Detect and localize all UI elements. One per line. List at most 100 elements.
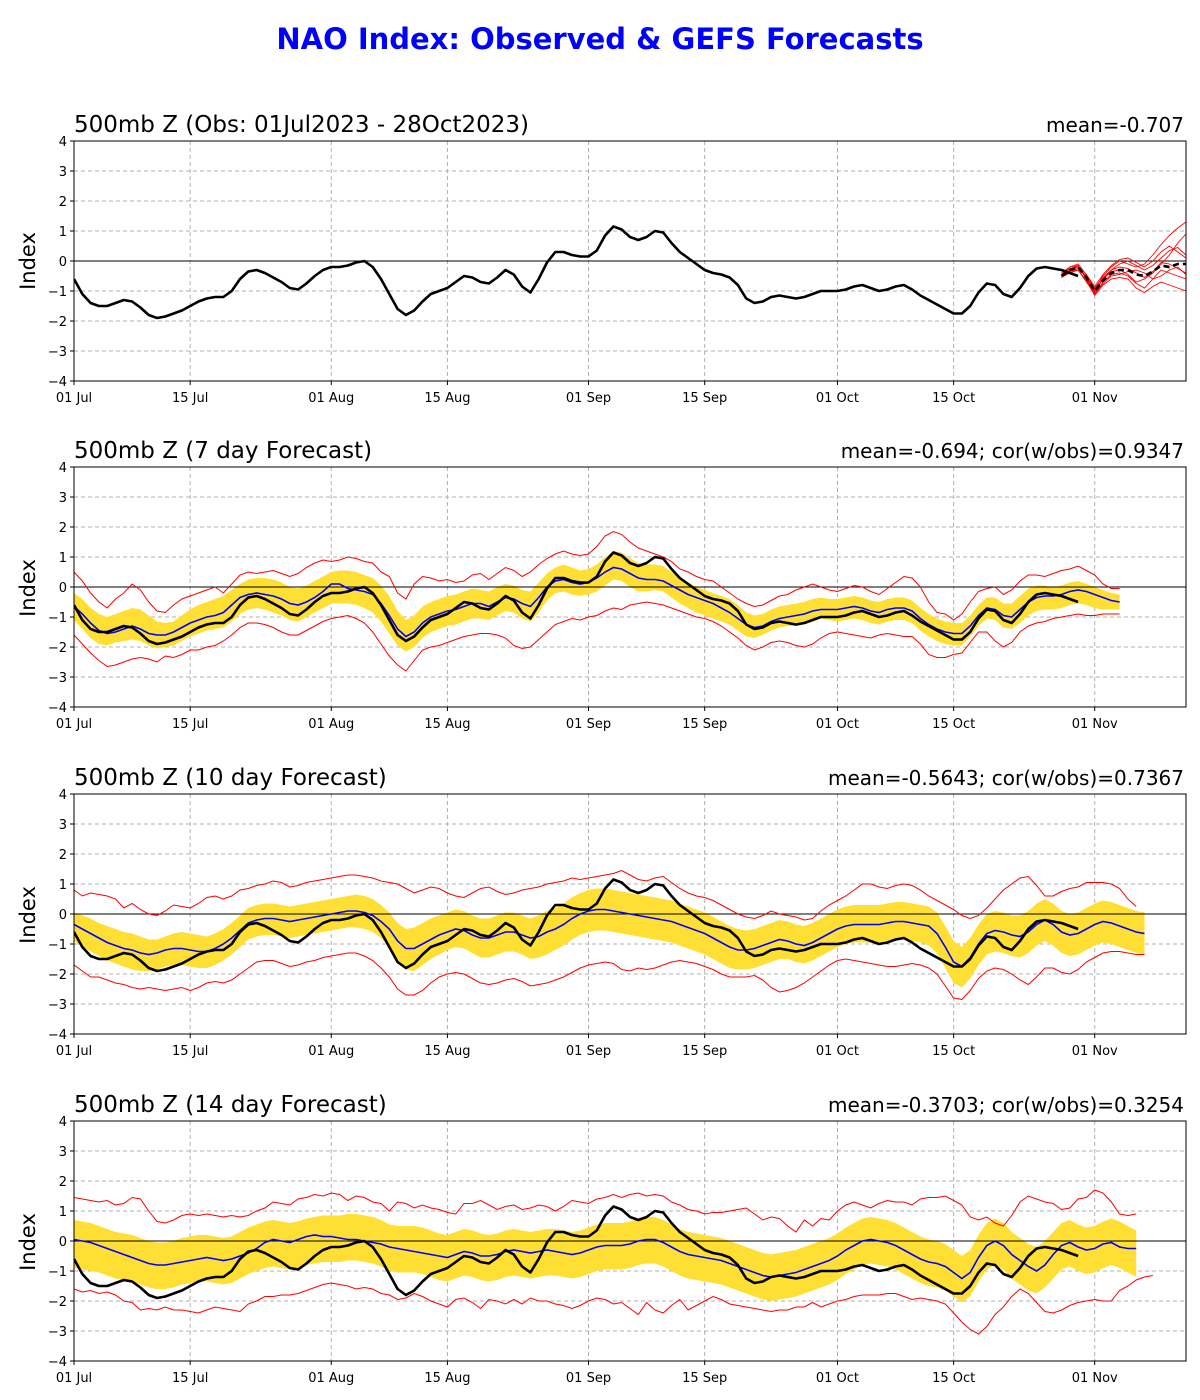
plot-area [74,141,1186,381]
y-axis-label: Index [16,1213,40,1271]
plot-area [74,467,1186,707]
panel-7-day-forecast: 500mb Z (7 day Forecast) mean=-0.694; co… [16,438,1187,732]
lower-extreme-line [74,1275,1153,1335]
x-tick-label: 01 Jul [56,1044,92,1059]
x-tick-label: 01 Oct [816,1044,859,1059]
observed-line [74,225,1079,320]
x-tick-label: 15 Aug [424,1371,470,1386]
x-tick-label: 01 Jul [56,1371,92,1386]
x-tick-label: 15 Oct [932,717,975,732]
y-tick-label: 4 [59,788,67,803]
observed-line [74,878,1079,973]
forecast-member-line [1061,266,1186,295]
y-tick-label: −3 [48,998,67,1013]
spread-band [74,888,1145,988]
x-tick-label: 15 Sep [682,391,727,406]
x-tick-label: 01 Oct [816,1371,859,1386]
observed-line [74,1205,1079,1300]
x-tick-label: 01 Sep [566,391,611,406]
spread-band [74,551,1120,652]
x-tick-label: 15 Aug [424,391,470,406]
y-tick-label: 0 [59,581,67,596]
y-tick-label: 0 [59,255,67,270]
panel-10-day-forecast: 500mb Z (10 day Forecast) mean=-0.5643; … [16,765,1187,1059]
lower-extreme-line [74,601,1120,672]
x-tick-label: 15 Sep [682,717,727,732]
y-axis-label: Index [16,559,40,617]
panel-stats: mean=-0.694; cor(w/obs)=0.9347 [841,439,1184,463]
y-axis-label: Index [16,886,40,944]
y-tick-label: −4 [48,375,67,390]
forecast-member-line [1061,269,1186,297]
y-tick-label: 3 [59,818,67,833]
y-tick-label: 1 [59,878,67,893]
observed-line [74,551,1079,646]
upper-extreme-line [74,1189,1137,1233]
y-tick-label: 1 [59,551,67,566]
panel-title: 500mb Z (Obs: 01Jul2023 - 28Oct2023) [74,112,529,138]
y-tick-label: −1 [48,1265,67,1280]
panel-stats: mean=-0.3703; cor(w/obs)=0.3254 [828,1093,1184,1117]
forecast-member-line [1061,221,1186,291]
x-tick-label: 01 Aug [308,717,354,732]
y-tick-label: 1 [59,1205,67,1220]
x-tick-label: 15 Aug [424,1044,470,1059]
y-tick-label: −1 [48,611,67,626]
x-tick-label: 15 Jul [172,1044,208,1059]
x-tick-label: 01 Nov [1072,1044,1118,1059]
y-tick-label: −2 [48,968,67,983]
x-tick-label: 01 Nov [1072,1371,1118,1386]
y-tick-label: −3 [48,671,67,686]
y-tick-label: 3 [59,165,67,180]
y-tick-label: 4 [59,461,67,476]
panel-stats: mean=-0.5643; cor(w/obs)=0.7367 [828,766,1184,790]
x-tick-label: 01 Jul [56,391,92,406]
y-tick-label: −4 [48,1355,67,1370]
y-tick-label: −3 [48,1325,67,1340]
x-tick-label: 01 Sep [566,1044,611,1059]
x-tick-label: 01 Aug [308,391,354,406]
upper-extreme-line [74,869,1137,921]
y-axis-label: Index [16,232,40,290]
y-tick-label: −2 [48,315,67,330]
panel-observed: 500mb Z (Obs: 01Jul2023 - 28Oct2023) mea… [16,112,1187,406]
y-tick-label: −1 [48,285,67,300]
y-tick-label: 3 [59,491,67,506]
y-tick-label: 0 [59,1235,67,1250]
panel-14-day-forecast: 500mb Z (14 day Forecast) mean=-0.3703; … [16,1092,1187,1386]
x-tick-label: 01 Nov [1072,717,1118,732]
y-tick-label: 4 [59,135,67,150]
plot-area [74,794,1186,1034]
y-tick-label: 2 [59,848,67,863]
plot-area [74,1121,1186,1361]
x-tick-label: 15 Jul [172,1371,208,1386]
y-tick-label: 4 [59,1115,67,1130]
x-tick-label: 15 Sep [682,1044,727,1059]
x-tick-label: 15 Oct [932,1044,975,1059]
panel-stats: mean=-0.707 [1046,113,1184,137]
lower-extreme-line [74,951,1145,1001]
x-tick-label: 01 Aug [308,1371,354,1386]
x-tick-label: 01 Nov [1072,391,1118,406]
y-tick-label: 2 [59,195,67,210]
y-tick-label: −2 [48,641,67,656]
x-tick-label: 01 Sep [566,1371,611,1386]
y-tick-label: −2 [48,1295,67,1310]
spread-band [74,1214,1137,1303]
y-tick-label: 2 [59,1175,67,1190]
y-tick-label: 0 [59,908,67,923]
panel-title: 500mb Z (14 day Forecast) [74,1092,387,1118]
forecast-member-line [1061,245,1186,288]
y-tick-label: −4 [48,701,67,716]
page-title: NAO Index: Observed & GEFS Forecasts [276,22,924,56]
x-tick-label: 01 Oct [816,391,859,406]
forecast-mean-line [1060,262,1186,294]
y-tick-label: 3 [59,1145,67,1160]
y-tick-label: −4 [48,1028,67,1043]
x-tick-label: 15 Aug [424,717,470,732]
panel-title: 500mb Z (7 day Forecast) [74,438,372,464]
x-tick-label: 01 Jul [56,717,92,732]
x-tick-label: 15 Oct [932,1371,975,1386]
y-tick-label: 1 [59,225,67,240]
